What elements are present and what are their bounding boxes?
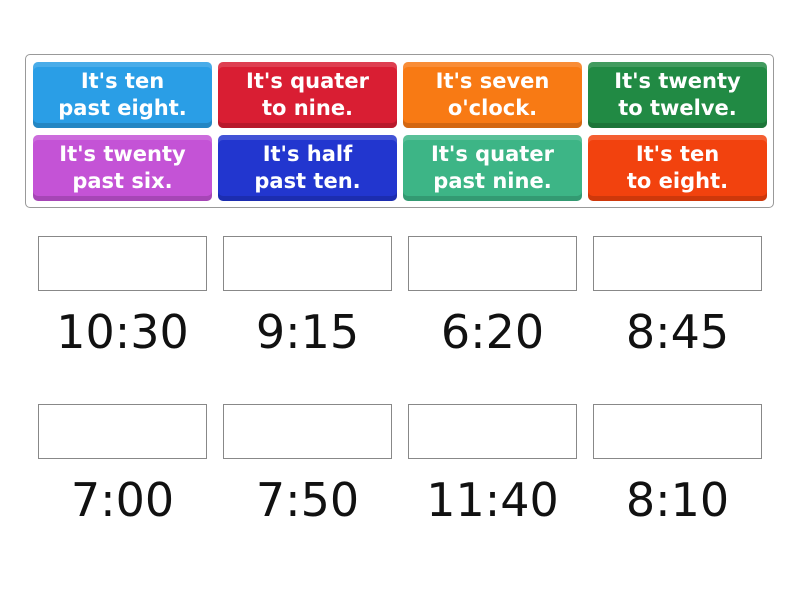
answer-tile[interactable]: It's quater to nine. xyxy=(218,62,397,128)
time-label: 8:45 xyxy=(625,305,730,359)
time-label: 9:15 xyxy=(255,305,360,359)
drop-box[interactable] xyxy=(408,236,577,291)
drop-box[interactable] xyxy=(223,236,392,291)
drop-box[interactable] xyxy=(223,404,392,459)
time-label: 11:40 xyxy=(426,473,559,527)
drop-box[interactable] xyxy=(38,404,207,459)
answer-bank xyxy=(25,54,774,208)
time-label: 7:00 xyxy=(70,473,175,527)
answer-tile[interactable]: It's twenty past six. xyxy=(33,135,212,201)
drop-box[interactable] xyxy=(38,236,207,291)
time-label: 6:20 xyxy=(440,305,545,359)
answer-tile[interactable]: It's quater past nine. xyxy=(403,135,582,201)
answer-tile[interactable]: It's ten to eight. xyxy=(588,135,767,201)
answer-tile[interactable]: It's ten past eight. xyxy=(33,62,212,128)
drop-box[interactable] xyxy=(593,236,762,291)
answer-tile[interactable]: It's twenty to twelve. xyxy=(588,62,767,128)
drop-box[interactable] xyxy=(593,404,762,459)
drop-box[interactable] xyxy=(408,404,577,459)
time-label: 8:10 xyxy=(625,473,730,527)
time-label: 10:30 xyxy=(56,305,189,359)
answer-tile[interactable]: It's seven o'clock. xyxy=(403,62,582,128)
answer-tile[interactable]: It's half past ten. xyxy=(218,135,397,201)
time-label: 7:50 xyxy=(255,473,360,527)
